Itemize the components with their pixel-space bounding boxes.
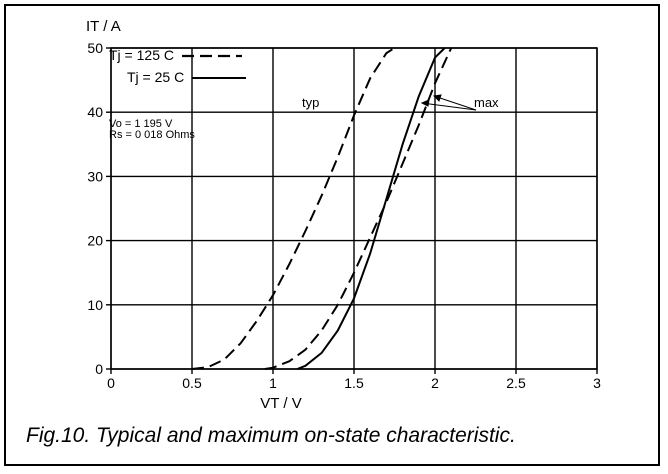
max-pointer-arrows xyxy=(420,94,477,111)
x-tick-label: 2.5 xyxy=(506,375,526,391)
param-vo: Vo = 1 195 V xyxy=(109,118,173,130)
x-tick-label: 2 xyxy=(431,375,439,391)
y-tick-label: 20 xyxy=(87,233,103,249)
series-line-25c-max xyxy=(296,47,446,370)
label-typ: typ xyxy=(302,95,319,110)
legend: Tj = 125 C Tj = 25 C xyxy=(109,47,246,85)
x-tick-label: 0 xyxy=(107,375,115,391)
y-tick-label: 10 xyxy=(87,297,103,313)
y-tick-label: 40 xyxy=(87,104,103,120)
x-tick-label: 0.5 xyxy=(182,375,202,391)
y-axis-label: IT / A xyxy=(86,18,121,35)
y-tick-label: 0 xyxy=(95,361,103,377)
figure-frame: 0 0.5 1 1.5 2 2.5 3 0 10 20 30 40 50 IT / A VT / V T… xyxy=(4,4,660,466)
label-max: max xyxy=(474,95,499,110)
series-line-125c-max xyxy=(264,47,453,370)
y-tick-label: 30 xyxy=(87,168,103,184)
x-tick-label: 1 xyxy=(269,375,277,391)
x-axis-label: VT / V xyxy=(260,395,301,412)
x-tick-label: 3 xyxy=(593,375,601,391)
series-line-125c-typ xyxy=(191,47,396,370)
grid xyxy=(110,47,598,370)
legend-label-25c: Tj = 25 C xyxy=(127,69,184,85)
curves xyxy=(191,47,453,370)
y-tick-label: 50 xyxy=(87,40,103,56)
param-rs: Rs = 0 018 Ohms xyxy=(109,129,195,141)
legend-label-125c: Tj = 125 C xyxy=(109,47,174,63)
figure-caption: Fig.10. Typical and maximum on-state cha… xyxy=(26,424,516,447)
x-tick-label: 1.5 xyxy=(344,375,364,391)
